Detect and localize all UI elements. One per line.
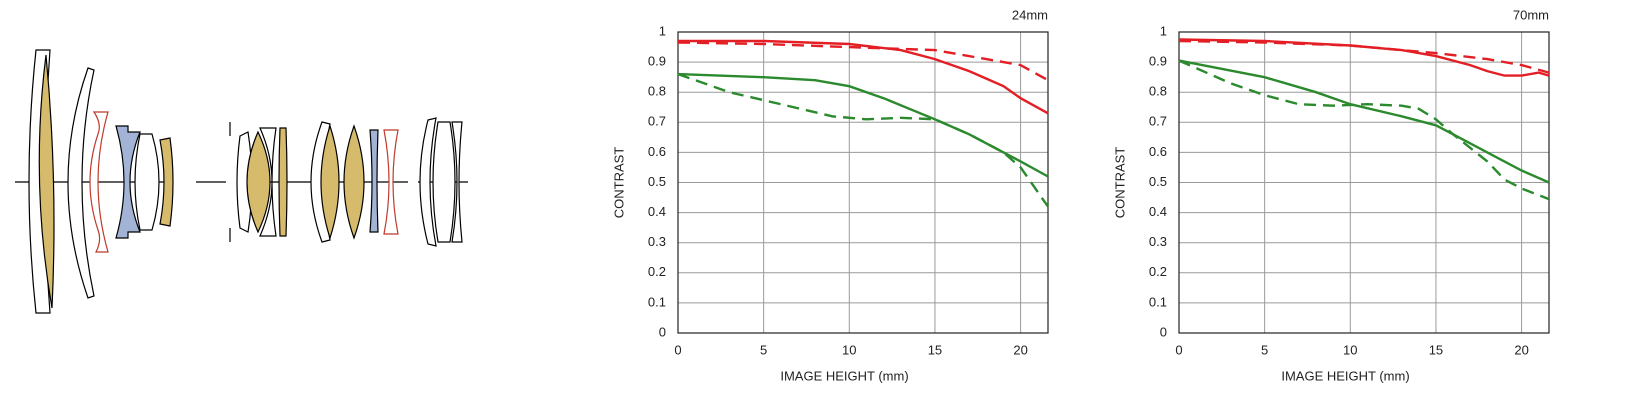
lens [67, 67, 95, 299]
lens [246, 130, 271, 234]
y-tick-label: 0 [659, 324, 666, 339]
x-axis-label: IMAGE HEIGHT (mm) [1281, 368, 1409, 383]
lens [89, 111, 109, 253]
lens [278, 127, 288, 237]
lens [343, 124, 365, 240]
mtf-line [678, 39, 1049, 115]
x-tick-label: 20 [1013, 342, 1027, 357]
x-tick-label: 10 [1343, 342, 1357, 357]
mtf-line [1178, 59, 1550, 201]
lens [432, 121, 456, 243]
lens-diagram [15, 49, 468, 314]
lens [38, 54, 55, 309]
y-tick-label: 0.6 [1149, 144, 1167, 159]
lens [159, 137, 174, 227]
y-tick-label: 0.8 [648, 84, 666, 99]
y-tick-label: 0.4 [1149, 204, 1167, 219]
x-tick-label: 0 [1175, 342, 1182, 357]
y-tick-label: 0.1 [1149, 294, 1167, 309]
y-tick-label: 0.2 [1149, 264, 1167, 279]
lens [383, 129, 399, 235]
x-tick-label: 10 [842, 342, 856, 357]
y-tick-label: 0.3 [648, 234, 666, 249]
y-tick-label: 0.1 [648, 294, 666, 309]
lens [451, 121, 463, 243]
y-tick-label: 0.6 [648, 144, 666, 159]
lens [369, 129, 379, 233]
x-tick-label: 15 [1429, 342, 1443, 357]
chart-title: 24mm [1012, 7, 1048, 22]
y-tick-label: 1 [659, 23, 666, 38]
y-tick-label: 0.7 [648, 114, 666, 129]
lens [115, 125, 141, 239]
y-tick-label: 0.9 [648, 54, 666, 69]
y-tick-label: 0.9 [1149, 54, 1167, 69]
x-tick-label: 0 [674, 342, 681, 357]
lens [259, 127, 277, 237]
y-axis-label: CONTRAST [1112, 147, 1127, 219]
lens [419, 117, 437, 247]
x-tick-label: 15 [928, 342, 942, 357]
y-tick-label: 0.4 [648, 204, 666, 219]
mtf-line [677, 72, 1049, 178]
x-tick-label: 5 [760, 342, 767, 357]
y-tick-label: 0.5 [648, 174, 666, 189]
y-tick-label: 0 [1160, 324, 1167, 339]
y-tick-label: 0.7 [1149, 114, 1167, 129]
y-tick-label: 0.2 [648, 264, 666, 279]
x-axis-label: IMAGE HEIGHT (mm) [780, 368, 908, 383]
x-tick-label: 20 [1514, 342, 1528, 357]
plot-frame [677, 31, 1049, 334]
mtf-line [677, 72, 1049, 208]
lens [320, 124, 340, 240]
y-tick-label: 0.5 [1149, 174, 1167, 189]
y-tick-label: 1 [1160, 23, 1167, 38]
y-tick-label: 0.8 [1149, 84, 1167, 99]
lens [134, 133, 160, 231]
mtf-line [1178, 59, 1550, 184]
chart-title: 70mm [1513, 7, 1549, 22]
y-axis-label: CONTRAST [611, 147, 626, 219]
mtf-line [1178, 39, 1550, 74]
mtf-line [677, 41, 1049, 82]
y-tick-label: 0.3 [1149, 234, 1167, 249]
x-tick-label: 5 [1261, 342, 1268, 357]
